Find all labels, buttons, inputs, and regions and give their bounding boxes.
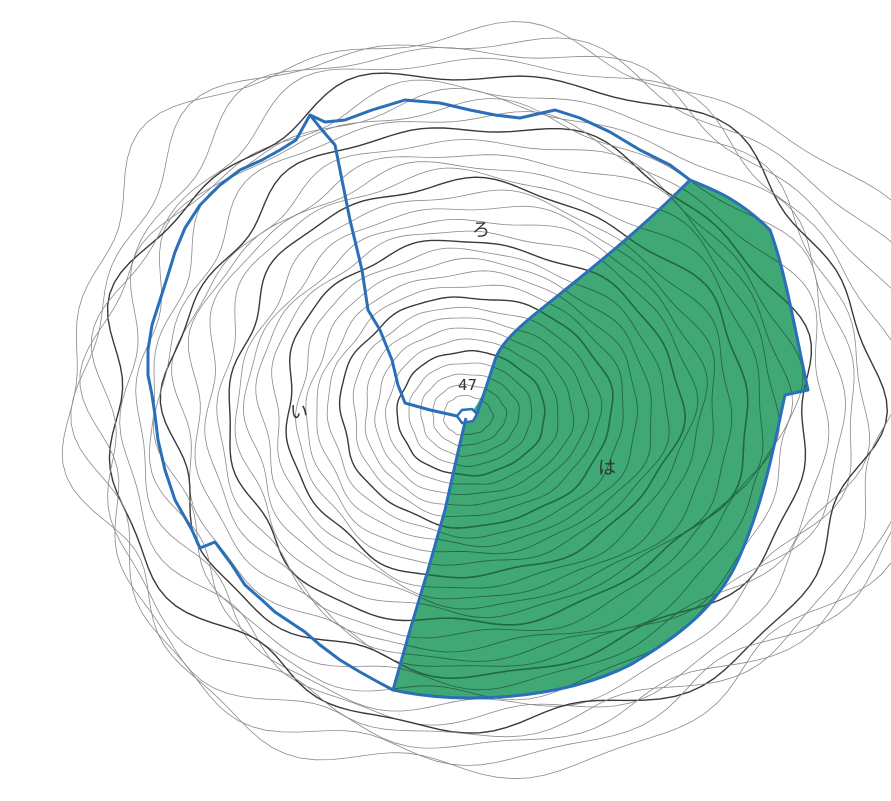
contour-line xyxy=(70,37,891,766)
section-ha-area[interactable] xyxy=(393,180,808,698)
boundary-i-ro xyxy=(308,114,458,418)
contour-line-highlighted xyxy=(393,180,808,691)
summit-marker xyxy=(455,407,479,425)
contour-line xyxy=(61,21,891,780)
contour-line xyxy=(135,87,855,712)
contour-line-highlighted xyxy=(393,180,808,679)
contour-line-highlighted xyxy=(393,180,808,698)
contour-line-highlighted xyxy=(393,338,559,485)
contour-line-highlighted xyxy=(393,306,603,517)
boundary-i-ha xyxy=(391,417,468,691)
contour-line-highlighted xyxy=(393,180,804,667)
contour-line xyxy=(90,57,891,738)
outer-boundary xyxy=(146,98,810,700)
boundary-ro-ha xyxy=(475,178,692,415)
contour-line-highlighted xyxy=(393,317,590,506)
contour-line-highlighted xyxy=(393,327,575,496)
section-label-ha[interactable]: は xyxy=(598,458,616,479)
contour-line xyxy=(79,47,891,749)
section-boundaries xyxy=(146,98,810,700)
summit-elevation-label: 47 xyxy=(458,376,477,394)
contour-line xyxy=(119,79,871,726)
section-label-ro[interactable]: ろ xyxy=(472,220,490,241)
section-label-i[interactable]: い xyxy=(290,402,308,423)
contour-line xyxy=(106,72,889,734)
